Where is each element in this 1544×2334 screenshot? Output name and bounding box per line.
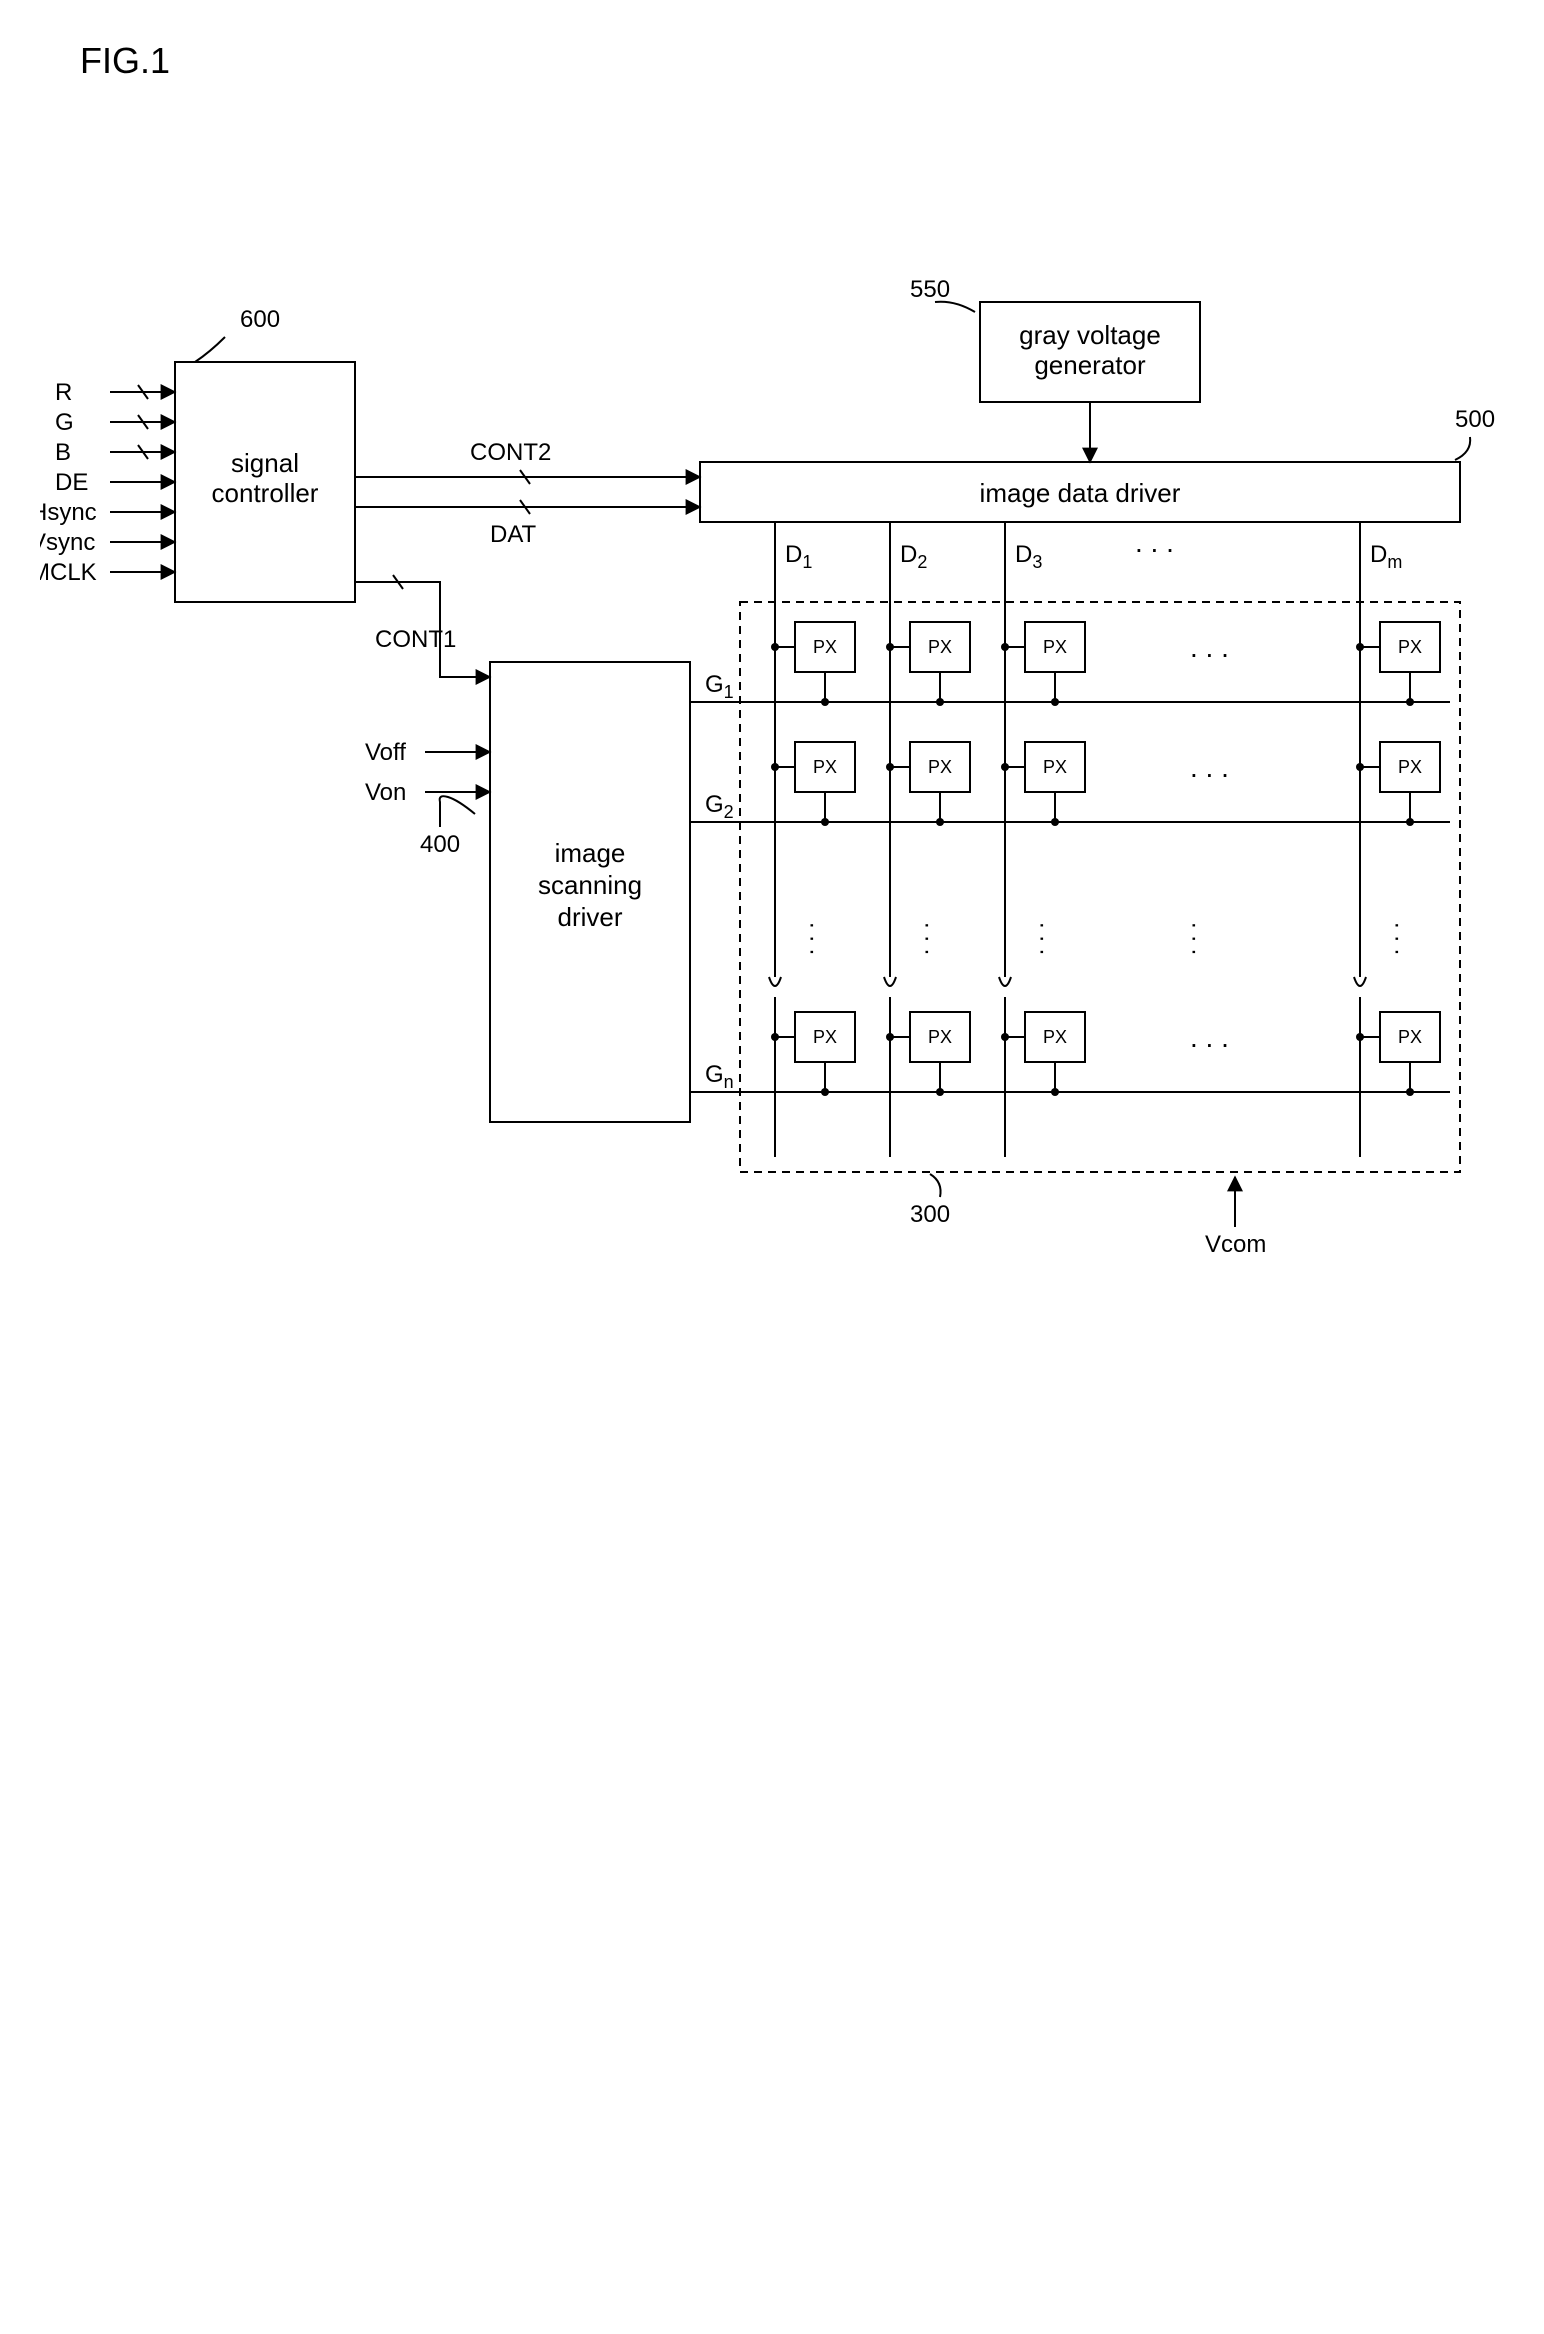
svg-text:B: B	[55, 439, 71, 466]
svg-text:600: 600	[240, 306, 280, 333]
svg-text:. . .: . . .	[1135, 527, 1174, 558]
svg-text:signal: signal	[231, 448, 299, 478]
svg-text:G2: G2	[705, 791, 734, 822]
svg-text:. . .: . . .	[1190, 1022, 1229, 1053]
svg-text:image: image	[555, 838, 626, 868]
figure-title: FIG.1	[80, 40, 1504, 82]
svg-text:gray voltage: gray voltage	[1019, 320, 1161, 350]
svg-text:500: 500	[1455, 406, 1495, 433]
pixel-row-n: PX PX PX . . . PX	[771, 1012, 1440, 1096]
svg-text:PX: PX	[1398, 757, 1422, 777]
cont1-signal: CONT1	[355, 575, 490, 677]
svg-text:. . .: . . .	[1190, 752, 1229, 783]
diagram-svg: signal controller 600 R G B DE Hsync Vsy…	[40, 102, 1504, 1252]
svg-text:PX: PX	[1398, 637, 1422, 657]
svg-text:DE: DE	[55, 469, 88, 496]
svg-text:G1: G1	[705, 671, 734, 702]
gray-voltage-generator-block: gray voltage generator 550	[910, 276, 1200, 462]
svg-text:PX: PX	[813, 757, 837, 777]
svg-text:. . .: . . .	[1035, 922, 1062, 955]
signal-controller-block: signal controller 600	[175, 306, 355, 602]
svg-text:PX: PX	[1043, 1027, 1067, 1047]
svg-text:Gn: Gn	[705, 1061, 734, 1092]
svg-text:D1: D1	[785, 541, 812, 572]
svg-text:PX: PX	[928, 637, 952, 657]
pixel-panel: D1 D2 D3 . . . Dm G1 G2	[690, 522, 1460, 1252]
svg-text:. . .: . . .	[1190, 632, 1229, 663]
svg-text:driver: driver	[557, 902, 622, 932]
svg-text:PX: PX	[928, 1027, 952, 1047]
svg-text:CONT1: CONT1	[375, 626, 456, 653]
svg-text:Von: Von	[365, 779, 406, 806]
svg-text:image data driver: image data driver	[980, 478, 1181, 508]
svg-text:controller: controller	[212, 478, 319, 508]
svg-text:Dm: Dm	[1370, 541, 1402, 572]
svg-text:Vsync: Vsync	[40, 529, 95, 556]
svg-text:Voff: Voff	[365, 739, 406, 766]
row-ellipsis: . . . . . . . . . . . . . . .	[805, 922, 1417, 955]
svg-text:300: 300	[910, 1201, 950, 1228]
svg-text:PX: PX	[813, 637, 837, 657]
svg-text:scanning: scanning	[538, 870, 642, 900]
svg-text:PX: PX	[928, 757, 952, 777]
pixel-row-2: PX PX PX . . . PX	[771, 742, 1440, 826]
cont2-dat-signals: CONT2 DAT	[355, 439, 700, 548]
svg-text:MCLK: MCLK	[40, 559, 97, 586]
svg-text:generator: generator	[1034, 350, 1146, 380]
controller-inputs: R G B DE Hsync Vsync MCLK	[40, 379, 175, 586]
svg-text:R: R	[55, 379, 72, 406]
svg-text:. . .: . . .	[1390, 922, 1417, 955]
svg-text:PX: PX	[1043, 757, 1067, 777]
svg-text:DAT: DAT	[490, 521, 537, 548]
pixel-row-1: PX PX PX . . . PX	[771, 622, 1440, 706]
svg-text:PX: PX	[1398, 1027, 1422, 1047]
svg-text:D3: D3	[1015, 541, 1042, 572]
svg-text:. . .: . . .	[1187, 922, 1214, 955]
svg-text:PX: PX	[1043, 637, 1067, 657]
svg-text:G: G	[55, 409, 74, 436]
svg-text:PX: PX	[813, 1027, 837, 1047]
svg-text:. . .: . . .	[920, 922, 947, 955]
svg-text:400: 400	[420, 831, 460, 858]
svg-text:Hsync: Hsync	[40, 499, 97, 526]
svg-text:CONT2: CONT2	[470, 439, 551, 466]
svg-text:. . .: . . .	[805, 922, 832, 955]
image-data-driver-block: image data driver 500	[700, 406, 1495, 522]
svg-text:550: 550	[910, 276, 950, 303]
image-scanning-driver-block: image scanning driver 400	[420, 662, 690, 1122]
svg-text:D2: D2	[900, 541, 927, 572]
scan-driver-inputs: Voff Von	[365, 739, 490, 806]
svg-text:Vcom: Vcom	[1205, 1231, 1266, 1252]
